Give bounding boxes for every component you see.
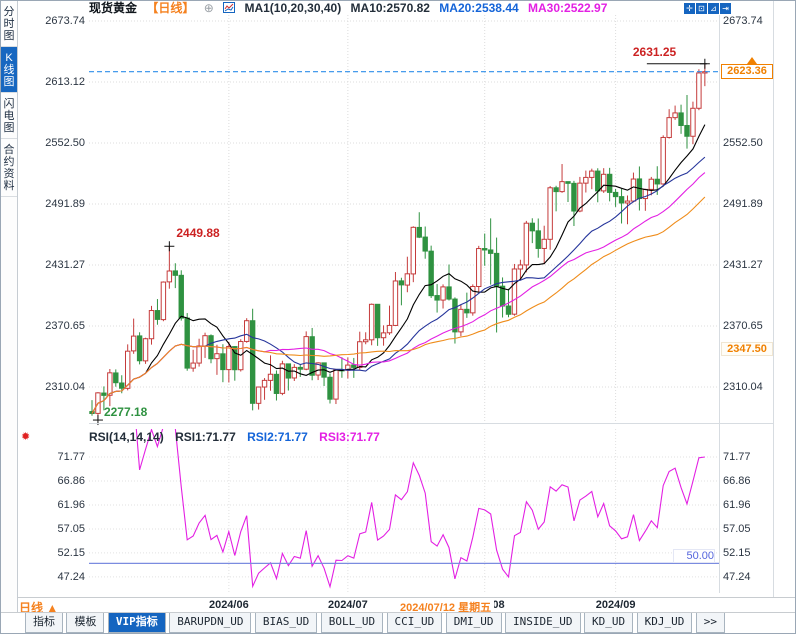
rsi-axis-label: 66.86 xyxy=(723,475,751,487)
right-panel-border xyxy=(773,1,774,597)
ma30-value: MA30:2522.97 xyxy=(528,1,608,15)
left-tab-strip: 分时图 K线图 闪电图 合约资料 xyxy=(1,1,18,612)
rsi1-value: RSI1:71.77 xyxy=(175,430,236,444)
sidebar-item-lightning[interactable]: 闪电图 xyxy=(1,93,17,139)
tab-bias-ud[interactable]: BIAS_UD xyxy=(254,613,318,633)
plot-right-border xyxy=(719,15,720,593)
price-annotation-high: 2631.25 xyxy=(632,44,677,59)
rsi-axis-label: 61.96 xyxy=(57,499,85,511)
chart-legend: 现货黄金 【日线】 ⊕ MA1(10,20,30,40) MA10:2570.8… xyxy=(89,1,613,16)
period-tag[interactable]: 【日线】 xyxy=(146,1,195,15)
x-axis-label: 2024/09 xyxy=(595,599,636,611)
sidebar-item-contract-info[interactable]: 合约资料 xyxy=(1,139,17,197)
ma20-value: MA20:2538.44 xyxy=(439,1,519,15)
y-axis-label: 2613.12 xyxy=(45,76,85,88)
y-axis-label: 2431.27 xyxy=(45,259,85,271)
rsi2-value: RSI2:71.77 xyxy=(247,430,308,444)
y-axis-label: 2370.65 xyxy=(723,320,763,332)
tab-kdj-ud[interactable]: KDJ_UD xyxy=(636,613,693,633)
ma-settings-label[interactable]: MA1(10,20,30,40) xyxy=(244,1,342,15)
sidebar-item-kline[interactable]: K线图 xyxy=(1,47,17,93)
period-selector-button[interactable]: 日线 ▲ xyxy=(19,601,59,615)
symbol-name: 现货黄金 xyxy=(89,1,138,15)
y-axis-label: 2491.89 xyxy=(723,198,763,210)
y-axis-label: 2491.89 xyxy=(45,198,85,210)
y-axis-label: 2310.04 xyxy=(723,381,763,393)
price-annotation-low: 2277.18 xyxy=(103,405,148,420)
price-up-arrow-icon xyxy=(747,56,757,64)
tab-dmi-ud[interactable]: DMI_UD xyxy=(445,613,502,633)
y-axis-label: 2673.74 xyxy=(45,15,85,27)
y-axis-label: 2431.27 xyxy=(723,259,763,271)
crosshair-date-label: 2024/07/12 星期五 xyxy=(399,599,495,615)
tab-kd-ud[interactable]: KD_UD xyxy=(584,613,634,633)
rsi-axis-label: 71.77 xyxy=(723,451,751,463)
ma-indicator-icon[interactable] xyxy=(223,1,236,15)
rsi-axis-label: 52.15 xyxy=(57,547,85,559)
collapse-right-icon[interactable]: ⇥ xyxy=(720,3,731,14)
rsi-axis-label: 61.96 xyxy=(723,499,751,511)
x-axis-label: 2024/07 xyxy=(327,599,368,611)
rsi-axis-label: 57.05 xyxy=(723,523,751,535)
indicator-tabbar: 指标 模板 VIP指标 BARUPDN_UD BIAS_UD BOLL_UD C… xyxy=(1,612,795,633)
x-axis-row xyxy=(1,597,795,614)
ma10-value: MA10:2570.82 xyxy=(350,1,430,15)
indicator-alarm-icon[interactable]: ✹ xyxy=(21,431,31,443)
tab-vip-indicators[interactable]: VIP指标 xyxy=(107,613,166,633)
axis-scale-icon[interactable]: ⊡ xyxy=(696,3,707,14)
rsi-axis-label: 66.86 xyxy=(57,475,85,487)
rsi-axis-label: 52.15 xyxy=(723,547,751,559)
crosshair-pan-icon[interactable]: ✛ xyxy=(684,3,695,14)
y-axis-label: 2552.50 xyxy=(45,137,85,149)
rsi3-value: RSI3:71.77 xyxy=(319,430,380,444)
sidebar-item-timeshare[interactable]: 分时图 xyxy=(1,1,17,47)
current-price-marker: 2623.36 xyxy=(721,63,773,79)
rsi-legend: RSI(14,14,14) RSI1:71.77 RSI2:71.77 RSI3… xyxy=(89,430,388,444)
price-annotation-peak: 2449.88 xyxy=(176,226,220,241)
y-axis-label: 2310.04 xyxy=(45,381,85,393)
tab-templates[interactable]: 模板 xyxy=(66,613,105,633)
rsi-plot[interactable] xyxy=(89,429,719,593)
tab-barupdn-ud[interactable]: BARUPDN_UD xyxy=(169,613,252,633)
tab-cci-ud[interactable]: CCI_UD xyxy=(386,613,443,633)
rsi-axis-label: 47.24 xyxy=(57,571,85,583)
rsi-axis-label: 57.05 xyxy=(57,523,85,535)
x-axis-label: 2024/06 xyxy=(208,599,249,611)
panel-divider xyxy=(89,423,773,424)
chart-toolbar: ✛ ⊡ ⊿ ⇥ xyxy=(684,3,731,14)
support-level-marker: 2347.50 xyxy=(721,342,773,357)
rsi-axis-label: 71.77 xyxy=(57,451,85,463)
main-chart-plot[interactable] xyxy=(89,15,719,423)
rsi-midline-label: 50.00 xyxy=(673,549,715,564)
tab-indicators[interactable]: 指标 xyxy=(25,613,63,633)
y-axis-label: 2370.65 xyxy=(45,320,85,332)
tab-boll-ud[interactable]: BOLL_UD xyxy=(320,613,384,633)
y-axis-label: 2552.50 xyxy=(723,137,763,149)
tab-more[interactable]: >> xyxy=(695,613,726,633)
add-indicator-icon[interactable]: ⊕ xyxy=(203,1,214,15)
rsi-axis-label: 47.24 xyxy=(723,571,751,583)
rsi-settings-label[interactable]: RSI(14,14,14) xyxy=(89,430,164,444)
chart-shift-icon[interactable]: ⊿ xyxy=(708,3,719,14)
tab-inside-ud[interactable]: INSIDE_UD xyxy=(504,613,581,633)
y-axis-label: 2673.74 xyxy=(723,15,763,27)
